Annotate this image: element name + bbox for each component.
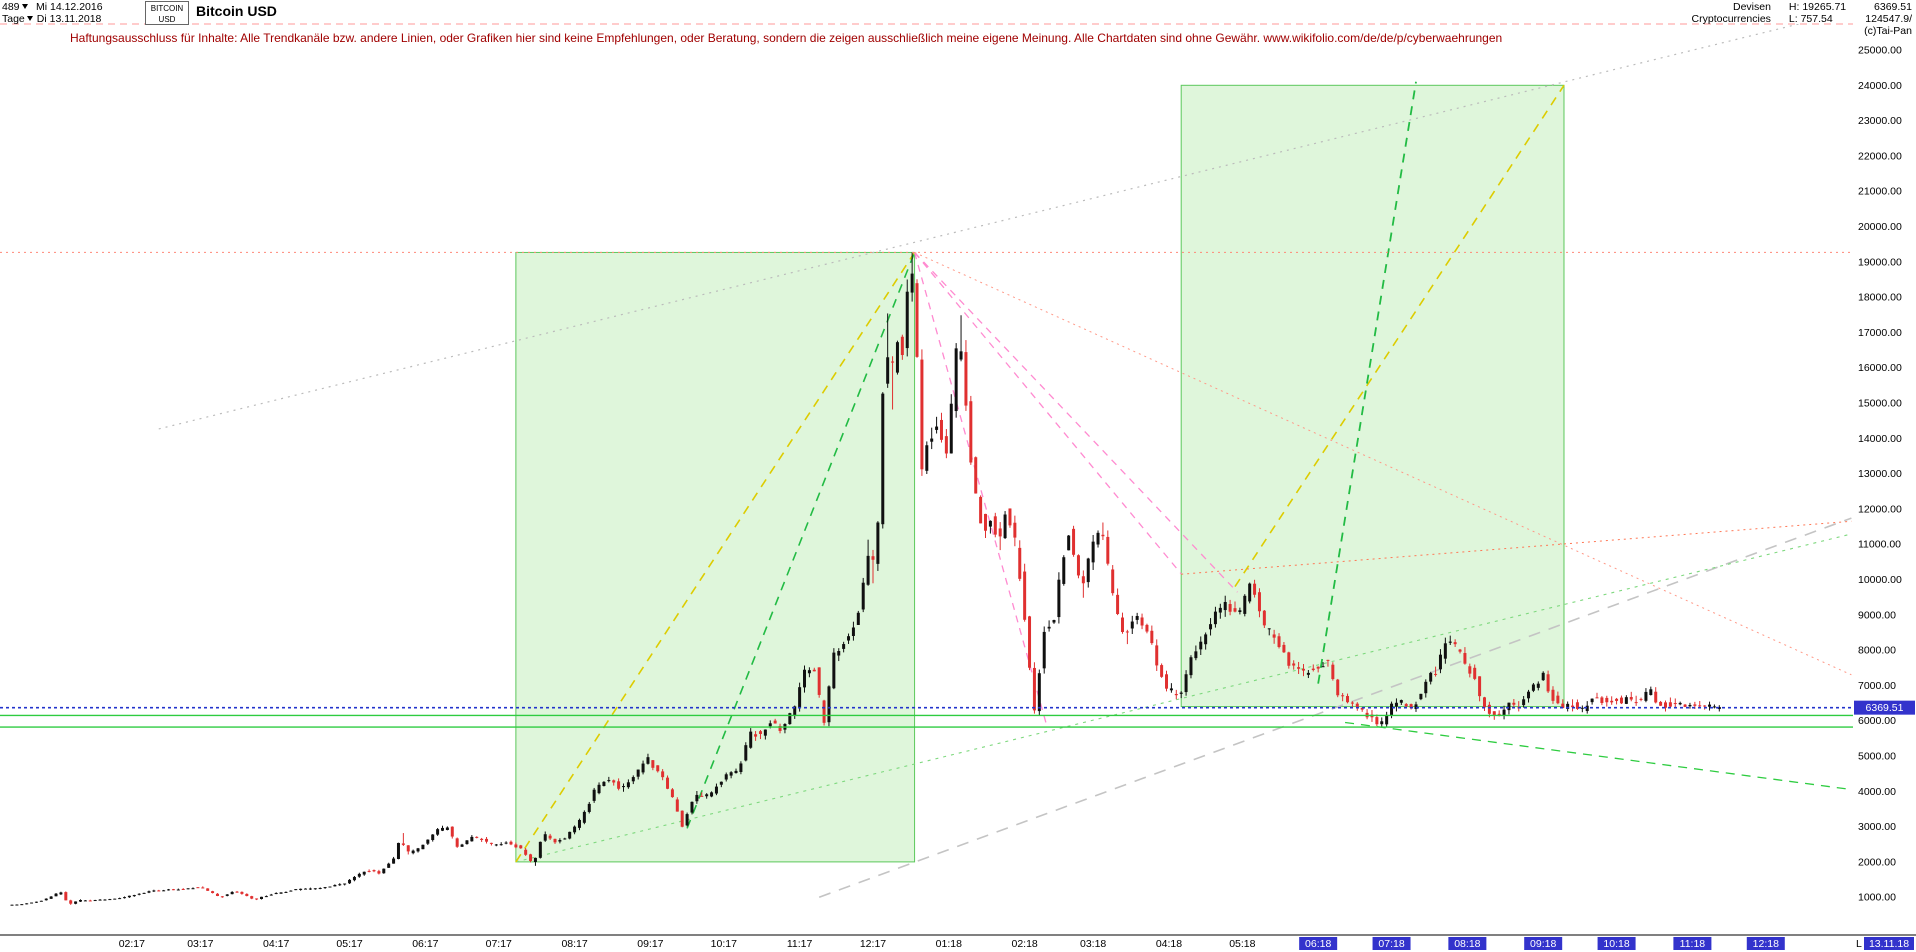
x-axis-label: 09:18 [1530,938,1556,950]
x-axis-label: 12:17 [860,938,886,950]
y-axis-label: 7000.00 [1858,680,1896,692]
y-axis-label: 15000.00 [1858,398,1902,410]
x-axis-label: 03:17 [187,938,213,950]
copyright-label: (c)Tai-Pan [1864,25,1912,37]
category-line1: Devisen [1732,1,1771,13]
y-axis-label: 1000.00 [1858,892,1896,904]
y-axis-label: 23000.00 [1858,115,1902,127]
x-axis-label: 11:18 [1680,938,1706,950]
y-axis-label: 10000.00 [1858,574,1902,586]
last-date-label: 13.11.18 [1869,938,1909,950]
last-price: 6369.51 [1874,1,1912,13]
current-price-label: 6369.51 [1866,702,1904,714]
y-axis-label: 16000.00 [1858,362,1902,374]
pink-fan-line [913,252,1048,726]
y-axis-label: 22000.00 [1858,150,1902,162]
x-axis-label: 02:17 [119,938,145,950]
x-axis-label: 10:17 [711,938,737,950]
y-axis-label: 17000.00 [1858,327,1902,339]
last-date-prefix: L [1856,938,1862,950]
y-axis-label: 13000.00 [1858,468,1902,480]
x-axis-label: 05:18 [1229,938,1255,950]
x-axis-label: 06:18 [1305,938,1331,950]
period-dropdown[interactable]: Tage [2,13,37,25]
period-low: L: 757.54 [1788,13,1833,25]
gray-dotted-trendline [158,24,1802,430]
period-value: Tage [2,13,25,25]
gray-dashed-trendline [818,517,1852,898]
y-axis-label: 21000.00 [1858,186,1902,198]
period-high: H: 19265.71 [1788,1,1847,13]
y-axis-label: 9000.00 [1858,609,1896,621]
bars-count-value: 489 [2,1,20,13]
y-axis-label: 12000.00 [1858,503,1902,515]
info-panel: Devisen Cryptocurrencies H: 19265.71 L: … [1692,1,1912,37]
plot-area [0,24,1853,906]
toolbar: 489 Mi 14.12.2016 Tage Di 13.11.2018 [2,1,103,25]
yellow-projection-line [1234,84,1565,587]
category-line2: Cryptocurrencies [1691,13,1771,25]
symbol-currency: USD [158,15,176,24]
x-axis-label: 04:17 [263,938,289,950]
y-axis-label: 4000.00 [1858,786,1896,798]
chevron-down-icon [26,16,33,22]
y-axis-label: 19000.00 [1858,256,1902,268]
y-axis-label: 14000.00 [1858,433,1902,445]
x-axis-label: 05:17 [336,938,362,950]
projection-box [1180,84,1565,708]
x-axis-label: 10:18 [1603,938,1629,950]
y-axis-label: 20000.00 [1858,221,1902,233]
x-axis-label: 07:17 [486,938,512,950]
y-axis-label: 25000.00 [1858,45,1902,57]
y-axis-label: 3000.00 [1858,821,1896,833]
x-axis-label: 09:17 [637,938,663,950]
y-axis-label: 6000.00 [1858,715,1896,727]
candles-layer [10,252,1721,906]
chart-title: Bitcoin USD [196,3,277,19]
y-axis-label: 8000.00 [1858,645,1896,657]
red-dotted-rising-line [1181,520,1852,575]
symbol-box: BITCOIN USD [145,1,189,25]
bars-count-dropdown[interactable]: 489 [2,1,36,13]
y-axis-label: 5000.00 [1858,751,1896,763]
current-price-marker [1854,700,1915,715]
x-axis-label: 06:17 [412,938,438,950]
x-axis-label: 01:18 [936,938,962,950]
green-rally-line [686,252,916,829]
x-axis-label: 11:17 [787,938,813,950]
x-axis-label: 02:18 [1012,938,1038,950]
y-axis-label: 11000.00 [1858,539,1901,551]
y-axis-label: 18000.00 [1858,292,1902,304]
x-axis-label: 08:18 [1454,938,1480,950]
x-axis-label: 12:18 [1753,938,1779,950]
green-support-line [515,533,1852,863]
pink-fan-line [914,251,1238,593]
y-axis-label: 2000.00 [1858,856,1896,868]
x-axis-labels: 02:17 03:17 04:17 05:17 06:17 07:17 08:17 09:17… [119,937,1914,950]
y-axis-label: 24000.00 [1858,80,1902,92]
volume-value: 124547.9/ [1865,13,1912,25]
x-axis-label: 07:18 [1378,938,1404,950]
green-projection-line [1317,81,1417,684]
y-axis-labels: 25000.00 24000.00 23000.00 22000.00 21000.00… [1858,45,1902,904]
pink-fan-line [914,252,1182,575]
date-to: Di 13.11.2018 [36,13,102,25]
date-from: Mi 14.12.2016 [36,1,103,13]
disclaimer: Haftungsausschluss für Inhalte: Alle Tre… [70,31,1503,45]
green-descending-line [1344,721,1852,791]
x-axis-label: 08:17 [561,938,587,950]
chevron-down-icon [21,4,28,10]
x-axis-label: 03:18 [1080,938,1106,950]
projection-box [515,251,916,863]
symbol-code: BITCOIN [150,4,184,13]
x-axis-label: 04:18 [1156,938,1182,950]
